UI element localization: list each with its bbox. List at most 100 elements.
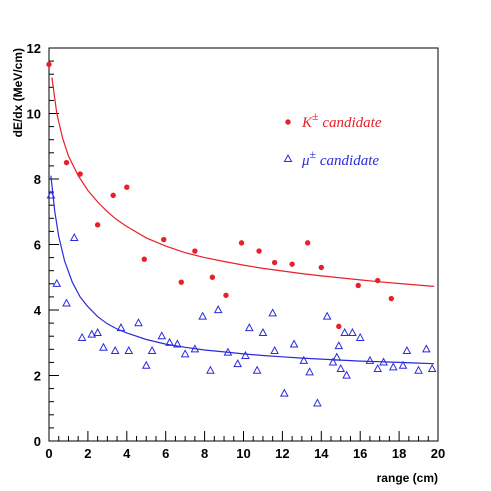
data-point-series-1: [209, 274, 216, 280]
legend-suffix: candidate: [316, 153, 379, 169]
legend-suffix: candidate: [319, 115, 382, 131]
data-point-series-2: [147, 345, 157, 355]
x-tick-label: 0: [45, 446, 52, 461]
data-point-series-2: [299, 355, 309, 364]
data-point-series-2: [365, 355, 375, 364]
data-point-series-1: [289, 261, 295, 267]
data-point-series-1: [336, 323, 342, 330]
legend-name: μ: [301, 153, 310, 169]
data-point-series-2: [233, 359, 243, 368]
data-point-series-2: [388, 362, 398, 371]
x-tick-label: 12: [275, 446, 289, 461]
fit-curve-series-2: [50, 175, 435, 365]
data-point-series-2: [173, 339, 182, 348]
data-point-series-2: [52, 278, 62, 287]
data-point-series-1: [375, 277, 381, 284]
data-point-series-2: [379, 357, 388, 366]
data-point-series-2: [305, 367, 314, 376]
data-point-series-2: [157, 331, 167, 340]
data-points: [46, 61, 437, 407]
y-axis-title: dE/dx (MeV/cm): [11, 48, 25, 137]
fit-curve-series-1: [51, 77, 435, 287]
data-point-series-2: [427, 363, 437, 373]
legend-superscript: ±: [310, 147, 317, 161]
y-tick-label: 0: [34, 434, 41, 449]
data-point-series-1: [388, 295, 395, 302]
data-point-series-2: [206, 365, 215, 374]
data-point-series-1: [178, 279, 184, 285]
data-point-series-2: [124, 345, 134, 355]
data-point-series-1: [110, 192, 116, 199]
data-point-series-2: [46, 190, 56, 199]
data-point-series-2: [62, 298, 71, 307]
data-point-series-2: [110, 345, 120, 355]
legend-label-series-1: K± candidate: [301, 109, 382, 131]
legend-marker-series-1: [285, 119, 291, 125]
y-axis: 0 2 4 6 8 10 12: [27, 41, 59, 449]
data-point-series-1: [355, 282, 361, 289]
fit-curves: [50, 77, 435, 365]
data-point-series-2: [241, 350, 250, 359]
data-point-series-1: [124, 184, 130, 190]
y-tick-label: 8: [34, 172, 41, 187]
data-point-series-2: [252, 365, 262, 374]
data-point-series-2: [190, 344, 200, 353]
data-point-series-2: [332, 352, 342, 361]
x-tick-label: 16: [353, 446, 367, 461]
data-point-series-2: [336, 363, 346, 373]
x-tick-label: 10: [236, 446, 250, 461]
x-tick-label: 20: [431, 446, 445, 461]
data-point-series-2: [328, 357, 338, 366]
data-point-series-2: [289, 339, 299, 348]
data-point-series-2: [348, 327, 357, 337]
legend-superscript: ±: [312, 109, 319, 123]
data-point-series-1: [238, 240, 245, 246]
data-point-series-1: [161, 236, 167, 243]
x-tick-label: 2: [84, 446, 91, 461]
data-point-series-2: [244, 323, 254, 332]
y-tick-label: 10: [27, 107, 41, 122]
data-point-series-2: [373, 363, 383, 373]
data-point-series-2: [414, 365, 423, 374]
data-point-series-1: [256, 248, 262, 254]
data-point-series-2: [342, 370, 351, 379]
data-point-series-2: [334, 341, 344, 350]
x-axis: 0 2 4 6 8 10 12 14 16 18 20: [45, 431, 445, 461]
data-point-series-2: [398, 360, 408, 369]
y-tick-label: 6: [34, 238, 41, 253]
legend-marker-series-2: [283, 153, 293, 162]
data-point-series-2: [141, 360, 151, 369]
data-point-series-1: [318, 264, 324, 271]
y-tick-label: 4: [34, 303, 42, 318]
data-point-series-2: [165, 337, 174, 346]
y-tick-label: 2: [34, 369, 41, 384]
data-point-series-1: [94, 222, 101, 228]
data-point-series-2: [421, 344, 431, 353]
data-point-series-2: [87, 329, 97, 338]
data-point-series-2: [268, 308, 278, 317]
data-point-series-1: [141, 256, 148, 262]
data-point-series-2: [116, 323, 126, 332]
data-point-series-2: [93, 327, 102, 337]
x-tick-label: 4: [123, 446, 131, 461]
data-point-series-1: [77, 171, 83, 177]
data-point-series-2: [213, 305, 223, 314]
data-point-series-2: [270, 345, 279, 355]
x-axis-title: range (cm): [377, 471, 438, 485]
data-point-series-1: [271, 259, 278, 266]
data-point-series-2: [180, 349, 190, 358]
data-point-series-2: [280, 388, 289, 397]
data-point-series-2: [402, 345, 412, 355]
data-point-series-1: [304, 240, 311, 246]
data-point-series-2: [223, 347, 233, 356]
data-point-series-2: [355, 332, 365, 341]
data-point-series-2: [340, 327, 349, 337]
x-tick-label: 8: [201, 446, 208, 461]
data-point-series-2: [69, 232, 79, 242]
data-point-series-2: [313, 398, 322, 407]
data-point-series-2: [134, 318, 143, 327]
data-point-series-1: [63, 159, 70, 166]
data-point-series-1: [223, 292, 229, 298]
